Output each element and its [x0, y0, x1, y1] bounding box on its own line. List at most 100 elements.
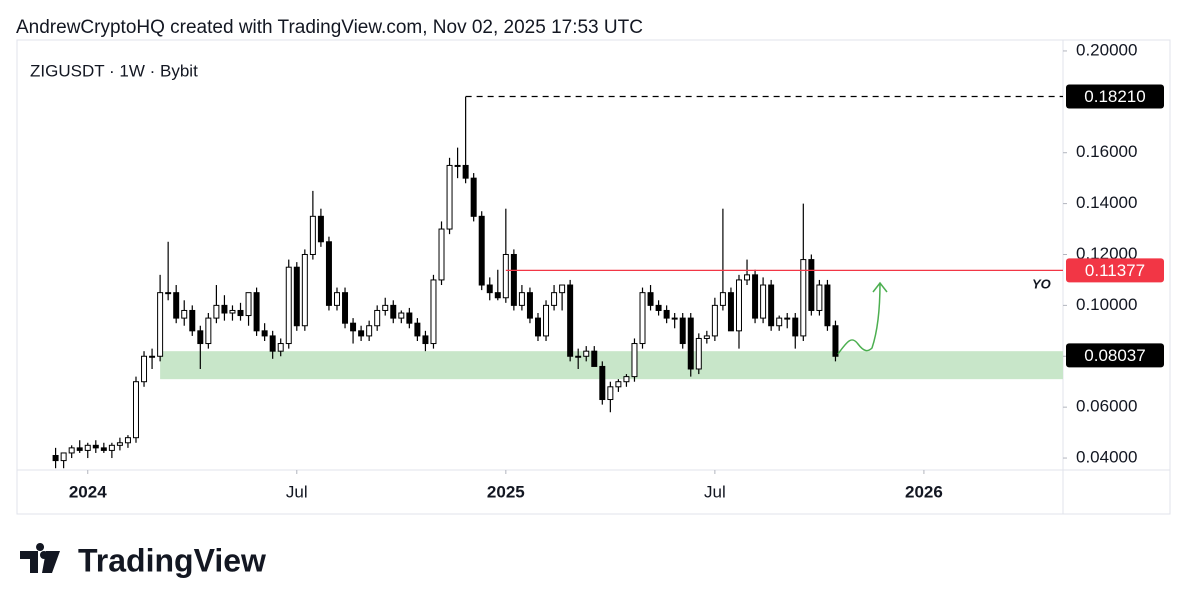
candle-body — [478, 215, 485, 286]
candle-body — [374, 309, 381, 327]
candle-body — [301, 253, 308, 327]
candle-body — [245, 292, 252, 317]
candle-body — [559, 284, 566, 294]
candle-body — [173, 292, 180, 319]
candle-body — [446, 164, 453, 230]
price-label: 0.08037 — [1084, 346, 1145, 365]
candle-body — [237, 309, 244, 317]
candle-body — [52, 454, 59, 462]
candle-body — [132, 381, 139, 439]
candle-body — [108, 444, 115, 451]
candle-body — [149, 355, 156, 358]
candle-body — [567, 284, 574, 357]
support-zone — [160, 351, 1063, 380]
candle-body — [76, 447, 83, 451]
candle-body — [197, 330, 204, 345]
arrow-drawing — [837, 281, 888, 355]
candle-body — [639, 292, 646, 345]
candle-body — [575, 355, 582, 358]
candle-body — [719, 292, 726, 306]
candle-body — [84, 444, 91, 451]
candle-body — [599, 365, 606, 401]
candle-body — [486, 284, 493, 294]
candle-body — [615, 381, 622, 388]
candle-body — [205, 317, 212, 345]
candle-body — [735, 279, 742, 332]
candle-body — [293, 266, 300, 327]
candle-body — [342, 292, 349, 324]
candle-body — [695, 337, 702, 370]
price-label-bg — [1066, 258, 1164, 283]
x-tick-label: 2026 — [905, 482, 943, 501]
annotation: YO — [1032, 276, 1051, 291]
candle-body — [800, 259, 807, 337]
candle-body — [679, 317, 686, 345]
candle-body — [776, 317, 783, 327]
candle-body — [768, 284, 775, 327]
price-label: 0.18210 — [1084, 87, 1145, 106]
plot — [52, 95, 1063, 469]
candle-body — [366, 325, 373, 337]
candle-body — [824, 284, 831, 327]
y-tick-label: 0.10000 — [1076, 295, 1137, 314]
candle-body — [325, 241, 332, 306]
candle-body — [744, 274, 751, 281]
candle-body — [261, 330, 268, 337]
candle-body — [60, 452, 67, 462]
candle-body — [454, 164, 461, 167]
candle-body — [647, 292, 654, 306]
candle-body — [792, 317, 799, 337]
x-tick-label: 2024 — [69, 482, 107, 501]
candle-body — [430, 279, 437, 345]
candle-body — [116, 442, 123, 446]
candle-body — [253, 292, 260, 332]
candle-body — [816, 284, 823, 311]
header: AndrewCryptoHQ created with TradingView.… — [16, 17, 643, 38]
candle-body — [100, 447, 107, 451]
candle-body — [687, 317, 694, 370]
candle-body — [760, 284, 767, 319]
candle-body — [711, 304, 718, 337]
candle-body — [494, 292, 501, 299]
candle-body — [510, 253, 517, 306]
candle-body — [703, 335, 710, 339]
candle-body — [470, 177, 477, 217]
y-tick-label: 0.06000 — [1076, 397, 1137, 416]
candle-body — [277, 343, 284, 352]
candle-body — [333, 292, 340, 306]
x-tick-label: 2025 — [487, 482, 525, 501]
candle-body — [165, 292, 172, 295]
candle-body — [543, 304, 550, 337]
candle-body — [92, 444, 99, 449]
candle-body — [221, 304, 228, 314]
price-label-bg — [1066, 84, 1164, 109]
y-tick-label: 0.04000 — [1076, 448, 1137, 467]
candle-body — [502, 253, 509, 299]
candle-body — [398, 312, 405, 319]
frame — [16, 39, 1171, 515]
candle-body — [68, 447, 75, 454]
candle-body — [752, 274, 759, 319]
candle-body — [591, 350, 598, 367]
candle-body — [141, 355, 148, 383]
candle-body — [631, 343, 638, 378]
candle-body — [534, 317, 541, 337]
candle-body — [518, 292, 525, 306]
candle-body — [189, 309, 196, 332]
candle-body — [526, 292, 533, 319]
y-tick-label: 0.20000 — [1076, 40, 1137, 59]
candle-body — [390, 304, 397, 319]
x-tick-label: Jul — [704, 482, 726, 501]
candle-body — [422, 335, 429, 345]
candle-body — [551, 292, 558, 306]
candle-body — [808, 259, 815, 311]
candle-body — [462, 164, 469, 179]
candle-body — [309, 215, 316, 255]
candle-body — [382, 304, 389, 311]
candle-body — [350, 322, 357, 332]
candle-body — [623, 376, 630, 383]
symbol: ZIGUSDT · 1W · Bybit — [30, 61, 198, 80]
candle-body — [181, 309, 188, 319]
x-tick-label: Jul — [286, 482, 308, 501]
